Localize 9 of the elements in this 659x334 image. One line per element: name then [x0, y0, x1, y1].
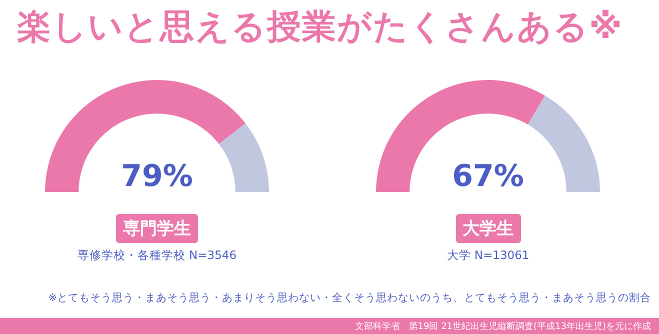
text: 大学生 [456, 214, 520, 243]
text: 文部科学省 第19回 21世紀出生児縦断調査(平成13年出生児)を元に作成 [354, 320, 651, 333]
text: 楽しいと思える授業がたくさんある※ [16, 6, 624, 49]
text: 専門学生 [116, 214, 198, 243]
data-label: 79% [121, 159, 193, 194]
text: 専修学校・各種学校 N=3546 [76, 248, 238, 263]
data-label: 67% [452, 159, 524, 194]
text: 大学 N=13061 [446, 248, 530, 263]
text: ※とてもそう思う・まあそう思う・あまりそう思わない・全くそう思わないのうち、とてもそう思う・まあそう思うの割合 [48, 291, 651, 305]
